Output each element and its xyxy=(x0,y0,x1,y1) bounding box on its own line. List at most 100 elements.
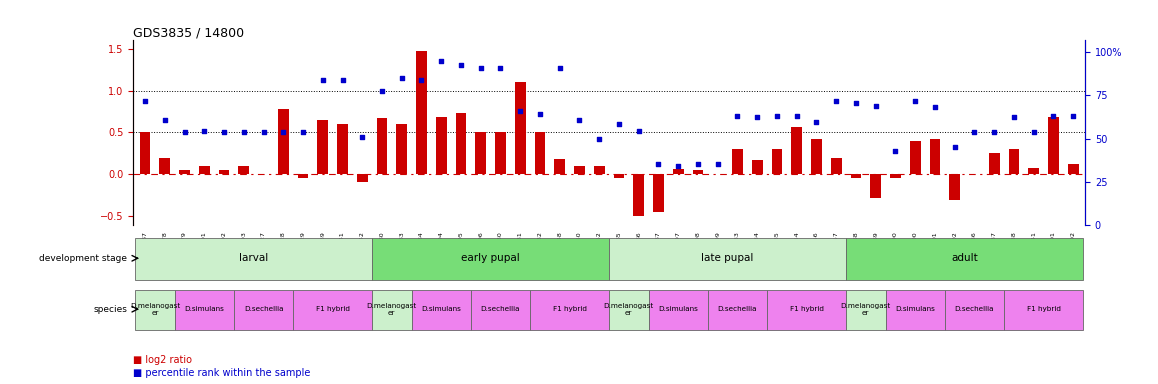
Text: D.sechellia: D.sechellia xyxy=(718,306,757,312)
Bar xyxy=(278,109,288,174)
Bar xyxy=(950,174,960,200)
Point xyxy=(175,129,193,136)
Point xyxy=(610,121,629,127)
Point xyxy=(155,117,174,123)
Point xyxy=(748,114,767,121)
Bar xyxy=(830,157,842,174)
Text: early pupal: early pupal xyxy=(461,253,520,263)
Bar xyxy=(771,149,783,174)
Point xyxy=(471,65,490,71)
Text: D.melanogast
er: D.melanogast er xyxy=(130,303,179,316)
Bar xyxy=(135,290,175,330)
Bar xyxy=(140,132,151,174)
Point xyxy=(589,136,608,142)
Text: D.simulans: D.simulans xyxy=(184,306,225,312)
Text: D.sechellia: D.sechellia xyxy=(481,306,520,312)
Bar xyxy=(175,290,234,330)
Bar xyxy=(471,290,530,330)
Point xyxy=(965,129,983,136)
Bar xyxy=(910,141,921,174)
Text: late pupal: late pupal xyxy=(702,253,754,263)
Bar xyxy=(791,127,802,174)
Bar xyxy=(135,238,372,280)
Bar xyxy=(891,174,901,178)
Bar xyxy=(811,139,822,174)
Bar xyxy=(293,290,372,330)
Bar xyxy=(673,169,683,174)
Point xyxy=(570,117,588,123)
Point xyxy=(866,103,885,109)
Text: ■ percentile rank within the sample: ■ percentile rank within the sample xyxy=(133,368,310,378)
Bar xyxy=(219,170,229,174)
Point xyxy=(886,148,904,154)
Bar xyxy=(594,166,604,174)
Bar xyxy=(633,174,644,216)
Point xyxy=(511,108,529,114)
Bar xyxy=(846,290,886,330)
Point xyxy=(709,161,727,167)
Bar xyxy=(1009,149,1019,174)
Bar xyxy=(871,174,881,198)
Point xyxy=(452,62,470,68)
Point xyxy=(432,58,450,65)
Bar xyxy=(376,118,388,174)
Point xyxy=(827,98,845,104)
Point xyxy=(195,128,213,134)
Bar xyxy=(435,118,447,174)
Bar xyxy=(1048,118,1058,174)
Text: D.melanogast
er: D.melanogast er xyxy=(603,303,654,316)
Bar xyxy=(886,290,945,330)
Bar xyxy=(1028,168,1039,174)
Text: F1 hybrid: F1 hybrid xyxy=(1027,306,1061,312)
Bar xyxy=(1004,290,1083,330)
Point xyxy=(846,100,865,106)
Bar xyxy=(234,290,293,330)
Bar xyxy=(298,174,308,178)
Bar xyxy=(416,51,427,174)
Point xyxy=(550,65,569,71)
Bar xyxy=(1068,164,1078,174)
Bar xyxy=(411,290,471,330)
Bar xyxy=(692,170,703,174)
Point xyxy=(1045,113,1063,119)
Bar xyxy=(496,132,506,174)
Point xyxy=(807,119,826,126)
Bar xyxy=(199,166,210,174)
Bar xyxy=(555,159,565,174)
Point xyxy=(373,88,391,94)
Point xyxy=(235,129,254,136)
Bar xyxy=(317,120,328,174)
Bar xyxy=(732,149,743,174)
Text: D.sechellia: D.sechellia xyxy=(954,306,995,312)
Bar xyxy=(614,174,624,178)
Bar xyxy=(179,170,190,174)
Point xyxy=(412,77,431,83)
Bar xyxy=(530,290,609,330)
Point xyxy=(314,77,332,83)
Bar xyxy=(752,160,763,174)
Bar xyxy=(160,157,170,174)
Bar xyxy=(767,290,846,330)
Bar xyxy=(609,290,648,330)
Point xyxy=(530,111,549,117)
Bar xyxy=(989,152,999,174)
Bar xyxy=(574,166,585,174)
Bar xyxy=(396,124,408,174)
Text: development stage: development stage xyxy=(39,254,127,263)
Bar xyxy=(357,174,368,182)
Point xyxy=(689,161,708,167)
Bar xyxy=(930,139,940,174)
Bar xyxy=(337,124,347,174)
Text: D.simulans: D.simulans xyxy=(658,306,698,312)
Point xyxy=(787,113,806,119)
Bar xyxy=(372,238,609,280)
Point xyxy=(650,161,668,167)
Point xyxy=(669,163,688,169)
Bar xyxy=(515,82,526,174)
Point xyxy=(274,129,293,136)
Text: D.simulans: D.simulans xyxy=(895,306,936,312)
Point xyxy=(135,98,154,104)
Text: D.simulans: D.simulans xyxy=(422,306,461,312)
Bar xyxy=(455,113,467,174)
Bar xyxy=(945,290,1004,330)
